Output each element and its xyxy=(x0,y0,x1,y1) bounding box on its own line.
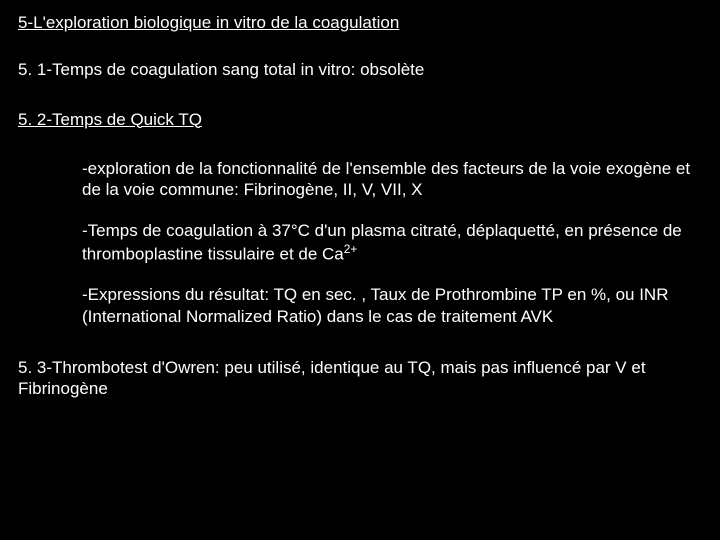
section-5-title: 5-L'exploration biologique in vitro de l… xyxy=(18,12,702,33)
subsection-5-2-para-1: -exploration de la fonctionnalité de l'e… xyxy=(82,158,692,201)
para-2-text: -Temps de coagulation à 37°C d'un plasma… xyxy=(82,221,682,263)
subsection-5-1: 5. 1-Temps de coagulation sang total in … xyxy=(18,59,702,80)
subsection-5-2-body: -exploration de la fonctionnalité de l'e… xyxy=(18,158,702,327)
subsection-5-2-para-3: -Expressions du résultat: TQ en sec. , T… xyxy=(82,284,692,327)
subsection-5-3: 5. 3-Thrombotest d'Owren: peu utilisé, i… xyxy=(18,357,702,400)
subsection-5-2-para-2: -Temps de coagulation à 37°C d'un plasma… xyxy=(82,220,692,264)
subsection-5-2-title: 5. 2-Temps de Quick TQ xyxy=(18,109,702,130)
superscript-ca: 2+ xyxy=(344,242,358,256)
